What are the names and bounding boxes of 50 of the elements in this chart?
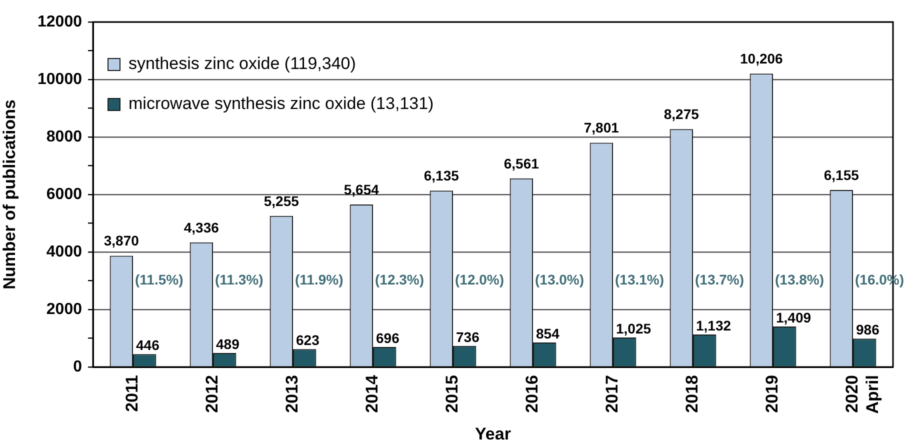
x-tick-label: 2015 (442, 375, 462, 413)
x-tick-label: 2018 (682, 375, 702, 413)
y-tick-label: 2000 (46, 300, 82, 318)
y-tick-label: 8000 (46, 128, 82, 146)
x-tick-label: 2017 (602, 375, 622, 413)
x-tick-label: 2019 (762, 375, 782, 413)
y-tick-label: 6000 (46, 186, 82, 203)
annotation: (13.8%) (775, 272, 824, 288)
annotation: (12.0%) (455, 272, 504, 288)
x-axis-title: Year (475, 424, 512, 444)
y-axis-title: Number of publications (0, 100, 19, 290)
annotation: (12.3%) (375, 272, 424, 288)
legend-label: microwave synthesis zinc oxide (13,131) (128, 94, 434, 114)
y-tick-label: 0 (73, 358, 82, 376)
data-label: 1,132 (696, 317, 732, 334)
data-label: 736 (456, 328, 480, 345)
x-tick-label: 2011 (122, 375, 142, 412)
data-label: 3,870 (104, 232, 140, 249)
legend-label: synthesis zinc oxide (119,340) (128, 54, 356, 74)
data-label: 7,801 (584, 120, 620, 136)
annotation: (11.5%) (135, 272, 184, 288)
data-label: 6,561 (504, 155, 540, 172)
annotation: (13.1%) (615, 272, 664, 288)
data-label: 446 (136, 337, 160, 354)
y-tick-label: 4000 (46, 243, 82, 260)
data-label: 6,155 (824, 167, 860, 184)
y-tick-label: 10000 (38, 70, 82, 88)
data-label: 1,025 (616, 320, 652, 337)
data-label: 6,135 (424, 168, 460, 184)
x-tick-label: 2014 (362, 374, 382, 413)
annotation: (13.0%) (535, 272, 584, 288)
data-label: 489 (216, 336, 240, 352)
data-label: 5,654 (344, 181, 380, 198)
data-label: 4,336 (184, 219, 220, 236)
annotation: (11.9%) (295, 272, 344, 288)
data-label: 623 (296, 332, 320, 348)
x-tick-label: 2020 April (842, 375, 882, 414)
y-tick-label: 12000 (38, 13, 82, 30)
x-tick-label: 2012 (202, 375, 222, 413)
annotation: (13.7%) (695, 272, 744, 288)
data-label: 8,275 (664, 106, 700, 122)
x-tick-label: 2013 (282, 375, 302, 413)
data-label: 854 (536, 325, 560, 342)
x-tick-label: 2016 (522, 375, 542, 413)
data-label: 10,206 (740, 50, 784, 67)
data-label: 5,255 (264, 192, 300, 209)
data-label: 1,409 (776, 309, 812, 326)
data-label: 696 (376, 330, 400, 346)
data-label: 986 (856, 322, 880, 338)
annotation: (11.3%) (215, 272, 264, 288)
